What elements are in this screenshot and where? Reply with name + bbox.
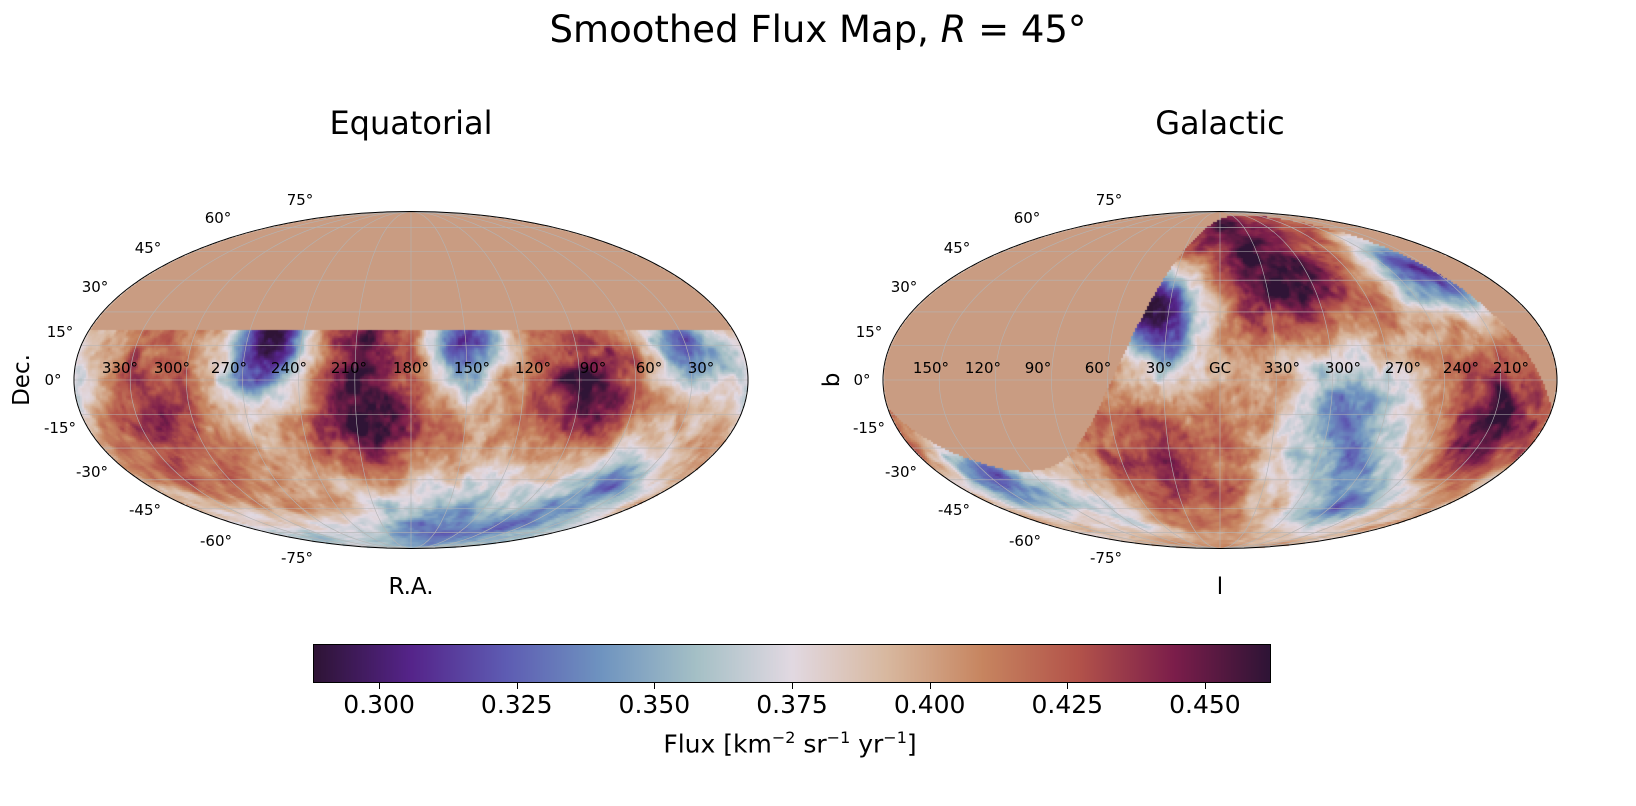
equatorial-lat-tick-label: 0°: [44, 371, 62, 389]
colorbar-label-exponent: −1: [883, 728, 907, 747]
map-outline: [882, 210, 1558, 549]
galactic-lon-tick-label: 210°: [1492, 359, 1530, 377]
galactic-lon-tick-label: 330°: [1263, 359, 1301, 377]
graticule-meridian: [410, 211, 637, 549]
colorbar-label: Flux [km−2 sr−1 yr−1]: [663, 728, 916, 758]
colorbar-label-part: yr: [850, 729, 884, 759]
sky-maps-canvas: [0, 0, 1636, 620]
galactic-lon-tick-label: 120°: [964, 359, 1002, 377]
colorbar-tick-mark: [929, 683, 931, 689]
equatorial-lat-tick-label: 75°: [286, 191, 314, 209]
graticule-meridian: [410, 211, 524, 549]
equatorial-lat-tick-label: 30°: [81, 278, 109, 296]
colorbar-tick-label: 0.325: [480, 690, 553, 719]
colorbar-label-exponent: −2: [771, 728, 796, 747]
equatorial-xlabel: R.A.: [388, 574, 434, 600]
equatorial-lon-tick-label: 270°: [210, 359, 248, 377]
galactic-lat-tick-label: -30°: [885, 463, 917, 481]
equatorial-lon-tick-label: 180°: [392, 359, 430, 377]
equatorial-lat-tick-label: -15°: [44, 419, 76, 437]
graticule-meridian: [185, 211, 412, 549]
graticule-meridian: [298, 211, 412, 549]
galactic-lon-tick-label: 30°: [1145, 359, 1173, 377]
colorbar-tick-label: 0.350: [618, 690, 691, 719]
graticule-meridian: [242, 211, 412, 549]
colorbar-tick-mark: [1067, 683, 1069, 689]
colorbar-label-part: ]: [906, 729, 917, 759]
galactic-lat-tick-label: -45°: [938, 501, 970, 519]
equatorial-panel-title: Equatorial: [329, 104, 493, 142]
equatorial-lon-tick-label: 60°: [635, 359, 663, 377]
map-outline: [73, 210, 749, 549]
graticule-meridian: [410, 211, 693, 549]
colorbar-label-part: Flux [km: [663, 729, 772, 759]
equatorial-lat-tick-label: -30°: [76, 463, 108, 481]
galactic-lon-tick-label: 60°: [1084, 359, 1112, 377]
equatorial-lon-tick-label: 30°: [687, 359, 715, 377]
equatorial-lon-tick-label: 90°: [579, 359, 607, 377]
galactic-ylabel: b: [819, 372, 845, 388]
galactic-lat-tick-label: -60°: [1009, 532, 1041, 550]
galactic-lon-tick-label: 90°: [1024, 359, 1052, 377]
galactic-lon-tick-label: 270°: [1384, 359, 1422, 377]
colorbar-tick-mark: [792, 683, 793, 689]
equatorial-lon-tick-label: 240°: [270, 359, 308, 377]
graticule-meridian: [1219, 211, 1277, 549]
equatorial-ylabel: Dec.: [9, 354, 35, 406]
galactic-lon-tick-label: 240°: [1442, 359, 1480, 377]
equatorial-lat-tick-label: -45°: [129, 501, 161, 519]
colorbar-tick-label: 0.450: [1169, 690, 1241, 719]
galactic-panel-title: Galactic: [1155, 104, 1285, 142]
graticule-meridian: [1163, 211, 1221, 549]
galactic-lat-tick-label: -75°: [1090, 549, 1122, 567]
equatorial-lon-tick-label: 210°: [330, 359, 368, 377]
colorbar-tick-label: 0.400: [893, 690, 966, 719]
graticule-meridian: [1107, 211, 1221, 549]
graticule-meridian: [1219, 211, 1502, 549]
equatorial-lon-tick-label: 330°: [101, 359, 139, 377]
galactic-lat-tick-label: -15°: [853, 419, 885, 437]
graticule-meridian: [1219, 211, 1333, 549]
graticule-meridian: [1051, 211, 1221, 549]
graticule-meridian: [1219, 211, 1446, 549]
colorbar-label-exponent: −1: [826, 728, 851, 747]
colorbar-tick-mark: [516, 683, 518, 689]
colorbar-tick-mark: [1204, 683, 1206, 689]
colorbar-tick-label: 0.375: [756, 690, 828, 719]
colorbar-label-part: sr: [795, 729, 827, 759]
galactic-lon-tick-label: GC: [1208, 359, 1232, 377]
graticule-meridian: [410, 211, 468, 549]
galactic-lat-tick-label: 30°: [890, 278, 918, 296]
colorbar-tick-mark: [379, 683, 381, 689]
equatorial-lon-tick-label: 300°: [153, 359, 191, 377]
colorbar: [313, 644, 1271, 683]
graticule-meridian: [129, 211, 412, 549]
graticule-meridian: [938, 211, 1221, 549]
colorbar-tick-label: 0.300: [343, 690, 415, 719]
graticule-meridian: [1219, 211, 1389, 549]
equatorial-lon-tick-label: 120°: [514, 359, 552, 377]
galactic-lat-tick-label: 60°: [1013, 209, 1041, 227]
equatorial-lat-tick-label: 60°: [204, 209, 232, 227]
galactic-lon-tick-label: 150°: [912, 359, 950, 377]
equatorial-lat-tick-label: -60°: [200, 532, 232, 550]
equatorial-lat-tick-label: -75°: [281, 549, 313, 567]
galactic-lat-tick-label: 0°: [853, 371, 871, 389]
graticule-meridian: [994, 211, 1221, 549]
galactic-lat-tick-label: 75°: [1095, 191, 1123, 209]
equatorial-lat-tick-label: 45°: [134, 239, 162, 257]
colorbar-tick-mark: [654, 683, 656, 689]
equatorial-lon-tick-label: 150°: [453, 359, 491, 377]
colorbar-tick-label: 0.425: [1031, 690, 1104, 719]
galactic-lat-tick-label: 45°: [943, 239, 971, 257]
graticule-meridian: [410, 211, 580, 549]
equatorial-lat-tick-label: 15°: [46, 323, 74, 341]
galactic-lat-tick-label: 15°: [855, 323, 883, 341]
graticule-overlay: [73, 210, 1558, 549]
graticule-meridian: [354, 211, 412, 549]
galactic-xlabel: l: [1216, 574, 1224, 600]
galactic-lon-tick-label: 300°: [1324, 359, 1362, 377]
